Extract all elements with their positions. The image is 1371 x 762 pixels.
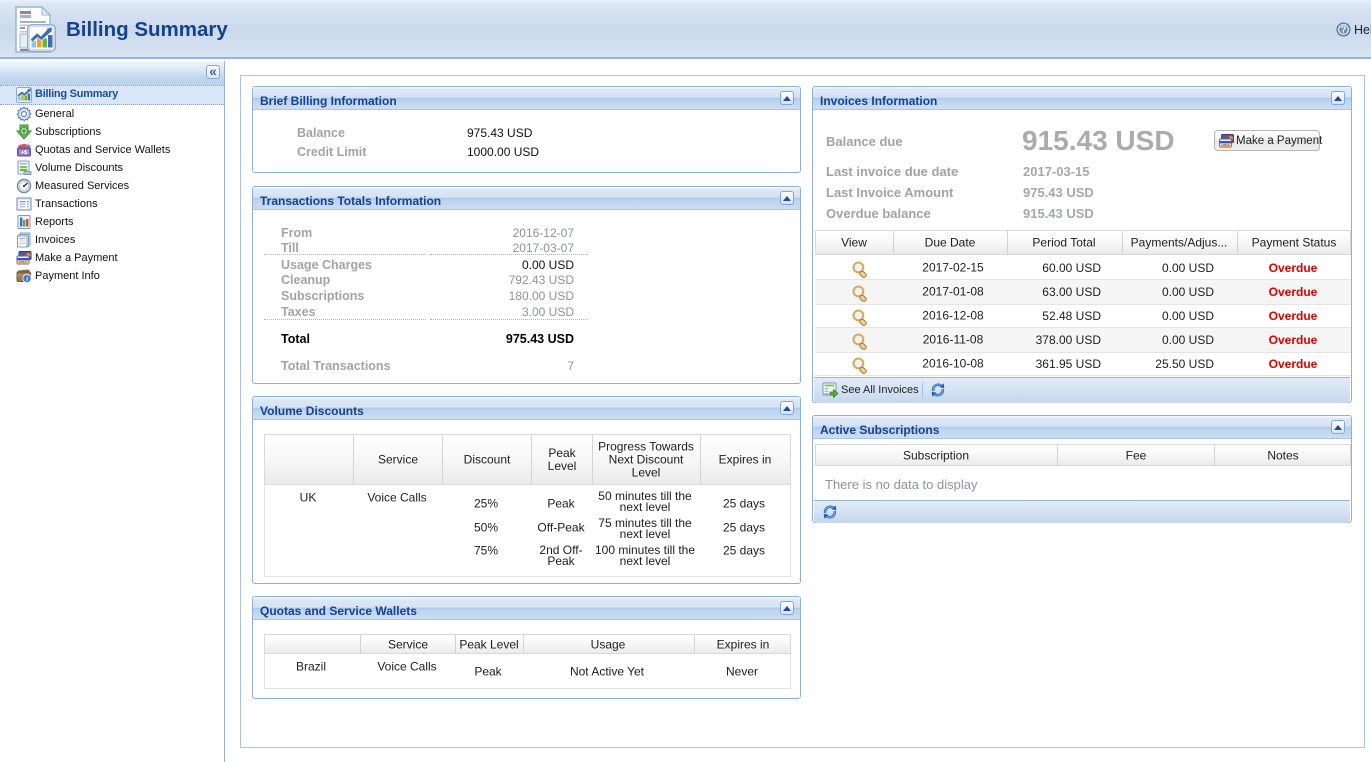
svg-text:+$: +$	[21, 150, 27, 156]
svg-text:i: i	[26, 276, 28, 283]
svg-text:?: ?	[1341, 25, 1347, 35]
